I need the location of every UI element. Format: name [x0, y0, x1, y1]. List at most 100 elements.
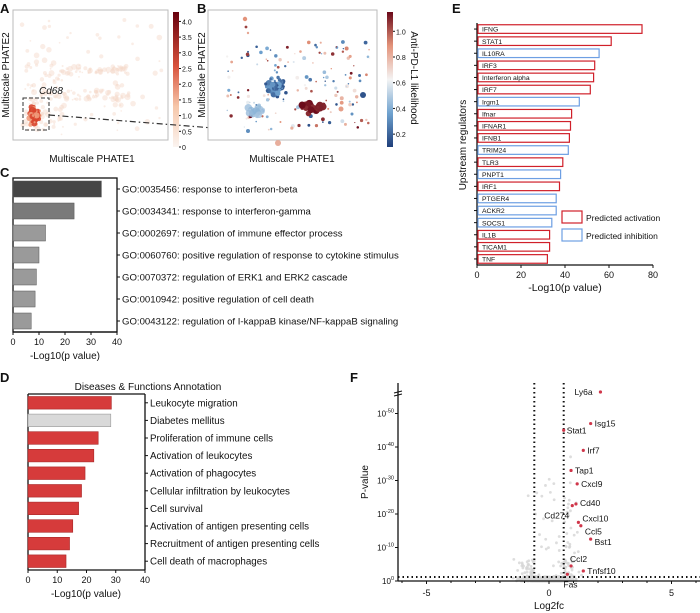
panel-a-colorbar-tick-label: 3.5: [182, 35, 192, 42]
panel-a-cell-point: [158, 116, 161, 120]
panel-d-category-label: Diabetes mellitus: [150, 416, 225, 427]
panel-b-cell-point: [303, 84, 307, 87]
panel-a-cell-point: [94, 92, 100, 98]
panel-d-category-label: Cellular infiltration by leukocytes: [150, 486, 290, 497]
panel-c-x-tick-label: 30: [86, 337, 96, 347]
panel-a-cell-point: [29, 39, 32, 42]
panel-b-cell-point: [295, 75, 300, 80]
panel-b-cell-point: [322, 70, 327, 75]
volcano-background-point: [529, 565, 533, 568]
panel-b-cell-point: [265, 115, 269, 119]
panel-a-cell-point: [99, 54, 104, 59]
panel-b-cell-point: [342, 48, 345, 50]
volcano-background-point: [527, 567, 531, 571]
panel-a-cell-point: [115, 68, 120, 73]
panel-b-cell-point: [327, 107, 330, 110]
panel-a-cell-point: [50, 91, 52, 94]
panel-a-cell-point: [112, 112, 116, 116]
panel-f-y-tick-base: 10: [377, 510, 386, 519]
panel-a-cell-point: [22, 118, 28, 125]
panel-a-colorbar-tick-label: 2.0: [182, 82, 192, 89]
volcano-background-point: [547, 546, 550, 550]
volcano-background-point: [523, 571, 527, 574]
volcano-gene-label: Cd40: [580, 498, 601, 508]
panel-b-cell-point: [314, 43, 317, 47]
panel-b-cell-point: [265, 58, 267, 60]
panel-a-cell-point: [68, 71, 74, 77]
panel-b-cell-point: [256, 63, 259, 66]
volcano-background-point: [576, 550, 580, 554]
panel-b-cell-point: [310, 89, 313, 93]
panel-a-cell-point: [120, 110, 123, 112]
panel-a-cell-point: [97, 68, 100, 72]
panel-a-cell-point: [47, 92, 52, 96]
panel-e-bar-activation: [477, 60, 596, 71]
volcano-highlight-point: [574, 502, 578, 506]
panel-c-x-label: -Log10(p value): [30, 351, 100, 362]
panel-a-cell-point: [62, 91, 68, 97]
panel-a-cell-point: [81, 71, 84, 74]
panel-a-cell-point: [98, 71, 102, 75]
panel-b-colorbar-label: Anti-PD-L1 likelihood: [408, 31, 419, 124]
panel-b-cell-point: [274, 87, 278, 91]
panel-b-cell-point: [340, 119, 345, 124]
panel-a-cell-point: [73, 122, 77, 126]
panel-d-bar: [27, 431, 99, 445]
panel-e-bar-inhibition: [477, 205, 557, 216]
panel-a-cell-point: [31, 83, 37, 88]
panel-b-cell-point: [324, 80, 326, 82]
panel-b-cell-point: [320, 53, 323, 55]
panel-f-y-tick-exponent: -20: [386, 509, 394, 515]
panel-b-y-label: Multiscale PHATE2: [197, 32, 208, 118]
legend-activation-swatch: [561, 210, 583, 224]
panel-a-cell-point: [30, 84, 34, 88]
panel-a-cell-point: [119, 104, 122, 107]
panel-a-cell-point: [102, 95, 108, 101]
panel-b-cell-point: [270, 91, 272, 94]
panel-a-cell-point: [83, 117, 88, 122]
panel-b-colorbar-tick-label: 0.6: [396, 81, 406, 88]
panel-a-cell-point: [96, 90, 99, 94]
panel-a-cell-point: [29, 66, 33, 70]
panel-a-y-label: Multiscale PHATE2: [1, 32, 12, 118]
panel-a-colorbar-tick-label: 0.5: [182, 129, 192, 136]
panel-a-cell-point: [76, 93, 80, 97]
panel-a-cell-point: [49, 89, 52, 92]
panel-b-cell-point: [227, 88, 231, 92]
panel-b-cell-point: [330, 52, 335, 56]
panel-a-cell-point: [110, 67, 114, 71]
panel-a-cell-point: [118, 66, 123, 70]
panel-b-cell-point: [348, 100, 351, 103]
panel-a-cell-point: [134, 126, 140, 132]
panel-a-cell-point: [48, 70, 55, 76]
panel-b-cell-point: [246, 31, 250, 35]
panel-e-category-label: Interferon alpha: [482, 75, 530, 82]
panel-a-cell-point: [31, 89, 38, 96]
panel-a-cd68-point: [31, 114, 35, 117]
panel-b-cell-point: [269, 81, 276, 88]
volcano-highlight-point: [579, 524, 583, 528]
panel-a-cell-point: [40, 90, 46, 96]
panel-a-cell-point: [110, 69, 115, 74]
volcano-background-point: [557, 535, 561, 538]
panel-e-x-label: -Log10(p value): [528, 282, 602, 294]
panel-a-cell-point: [52, 120, 56, 124]
panel-a-cell-point: [98, 36, 102, 40]
panel-c-category-label: GO:0070372: regulation of ERK1 and ERK2 …: [122, 273, 348, 284]
volcano-highlight-point: [575, 482, 579, 486]
volcano-background-point: [552, 498, 556, 502]
volcano-background-point: [544, 537, 548, 541]
panel-a-cell-point: [60, 78, 64, 82]
panel-b-cell-point: [264, 82, 268, 86]
panel-a-cell-point: [87, 69, 92, 74]
panel-f-y-tick-exponent: -40: [386, 442, 394, 448]
panel-a-cell-point: [87, 71, 90, 75]
panel-b-cell-point: [255, 120, 258, 123]
panel-a-cell-point: [66, 36, 69, 40]
panel-a-cell-point: [89, 67, 92, 70]
panel-a-cell-point: [31, 89, 35, 92]
panel-b-cell-point: [226, 55, 229, 58]
panel-a-cell-point: [135, 56, 140, 62]
panel-a-to-b-arrow: [48, 114, 227, 130]
panel-b-cell-point: [270, 92, 276, 98]
